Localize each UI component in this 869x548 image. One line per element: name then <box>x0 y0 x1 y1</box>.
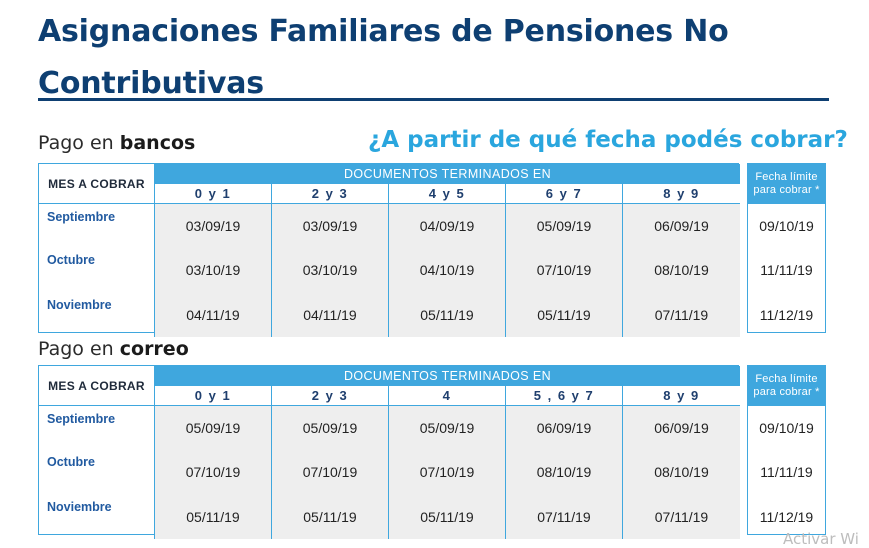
mail-date-cell: 05/09/19 <box>272 406 389 449</box>
banks-label-prefix: Pago en <box>38 132 120 154</box>
mail-date-cell: 07/10/19 <box>389 449 506 494</box>
mail-col-header: 0 y 1 <box>155 386 272 406</box>
mail-date-cell: 06/09/19 <box>506 406 623 449</box>
banks-date-cell: 04/11/19 <box>155 292 272 337</box>
banks-mes-header: MES A COBRAR <box>39 164 155 204</box>
section-label-mail: Pago en correo <box>38 338 189 360</box>
banks-date-cell: 07/10/19 <box>506 247 623 292</box>
banks-col-header: 8 y 9 <box>623 184 740 204</box>
banks-limit-cell: 09/10/19 <box>759 217 814 234</box>
mail-date-cell: 06/09/19 <box>623 406 740 449</box>
mail-mes-header: MES A COBRAR <box>39 366 155 406</box>
question-heading: ¿A partir de qué fecha podés cobrar? <box>368 127 848 153</box>
banks-date-cell: 04/11/19 <box>272 292 389 337</box>
banks-month-label: Noviembre <box>39 292 155 337</box>
banks-date-cell: 04/10/19 <box>389 247 506 292</box>
mail-limit-cell: 11/12/19 <box>759 508 814 525</box>
mail-label-prefix: Pago en <box>38 338 120 360</box>
banks-label-bold: bancos <box>119 132 196 154</box>
banks-limit-cell: 11/12/19 <box>759 306 814 323</box>
mail-limit-cell: 09/10/19 <box>759 419 814 436</box>
page-title: Asignaciones Familiares de Pensiones No … <box>38 14 729 101</box>
mail-date-cell: 07/11/19 <box>506 494 623 539</box>
mail-date-cell: 05/11/19 <box>272 494 389 539</box>
activation-watermark: Activar Wi <box>783 530 859 548</box>
banks-month-label: Octubre <box>39 247 155 292</box>
banks-date-cell: 04/09/19 <box>389 204 506 247</box>
mail-col-header: 8 y 9 <box>623 386 740 406</box>
mail-limit-cell: 11/11/19 <box>760 463 813 480</box>
banks-date-cell: 03/09/19 <box>272 204 389 247</box>
mail-date-cell: 07/11/19 <box>623 494 740 539</box>
banks-date-cell: 03/10/19 <box>272 247 389 292</box>
mail-col-header: 5 , 6 y 7 <box>506 386 623 406</box>
mail-col-header: 2 y 3 <box>272 386 389 406</box>
mail-label-bold: correo <box>119 338 189 360</box>
banks-date-cell: 03/09/19 <box>155 204 272 247</box>
banks-date-cell: 03/10/19 <box>155 247 272 292</box>
banks-date-cell: 05/11/19 <box>506 292 623 337</box>
banks-col-header: 6 y 7 <box>506 184 623 204</box>
mail-limit-header: Fecha límite para cobrar * <box>748 366 825 406</box>
mail-month-label: Noviembre <box>39 494 155 539</box>
mail-date-cell: 07/10/19 <box>155 449 272 494</box>
banks-date-cell: 07/11/19 <box>623 292 740 337</box>
banks-limit-header: Fecha límite para cobrar * <box>748 164 825 204</box>
banks-col-header: 4 y 5 <box>389 184 506 204</box>
section-label-banks: Pago en bancos <box>38 132 195 154</box>
mail-date-cell: 08/10/19 <box>506 449 623 494</box>
banks-col-header: 0 y 1 <box>155 184 272 204</box>
banks-col-header: 2 y 3 <box>272 184 389 204</box>
banks-limit-table: Fecha límite para cobrar * 09/10/19 11/1… <box>747 163 826 333</box>
mail-col-header: 4 <box>389 386 506 406</box>
mail-docs-header: DOCUMENTOS TERMINADOS EN <box>155 366 740 386</box>
mail-month-label: Octubre <box>39 449 155 494</box>
mail-date-cell: 07/10/19 <box>272 449 389 494</box>
banks-date-cell: 05/11/19 <box>389 292 506 337</box>
mail-date-cell: 05/11/19 <box>155 494 272 539</box>
banks-schedule-table: MES A COBRAR DOCUMENTOS TERMINADOS EN 0 … <box>38 163 740 337</box>
mail-schedule-table: MES A COBRAR DOCUMENTOS TERMINADOS EN 0 … <box>38 365 740 539</box>
banks-date-cell: 06/09/19 <box>623 204 740 247</box>
mail-date-cell: 08/10/19 <box>623 449 740 494</box>
banks-month-label: Septiembre <box>39 204 155 247</box>
mail-date-cell: 05/09/19 <box>389 406 506 449</box>
banks-date-cell: 08/10/19 <box>623 247 740 292</box>
mail-date-cell: 05/09/19 <box>155 406 272 449</box>
mail-date-cell: 05/11/19 <box>389 494 506 539</box>
title-divider <box>38 98 829 101</box>
banks-date-cell: 05/09/19 <box>506 204 623 247</box>
mail-month-label: Septiembre <box>39 406 155 449</box>
banks-docs-header: DOCUMENTOS TERMINADOS EN <box>155 164 740 184</box>
banks-limit-cell: 11/11/19 <box>760 261 813 278</box>
mail-limit-table: Fecha límite para cobrar * 09/10/19 11/1… <box>747 365 826 535</box>
